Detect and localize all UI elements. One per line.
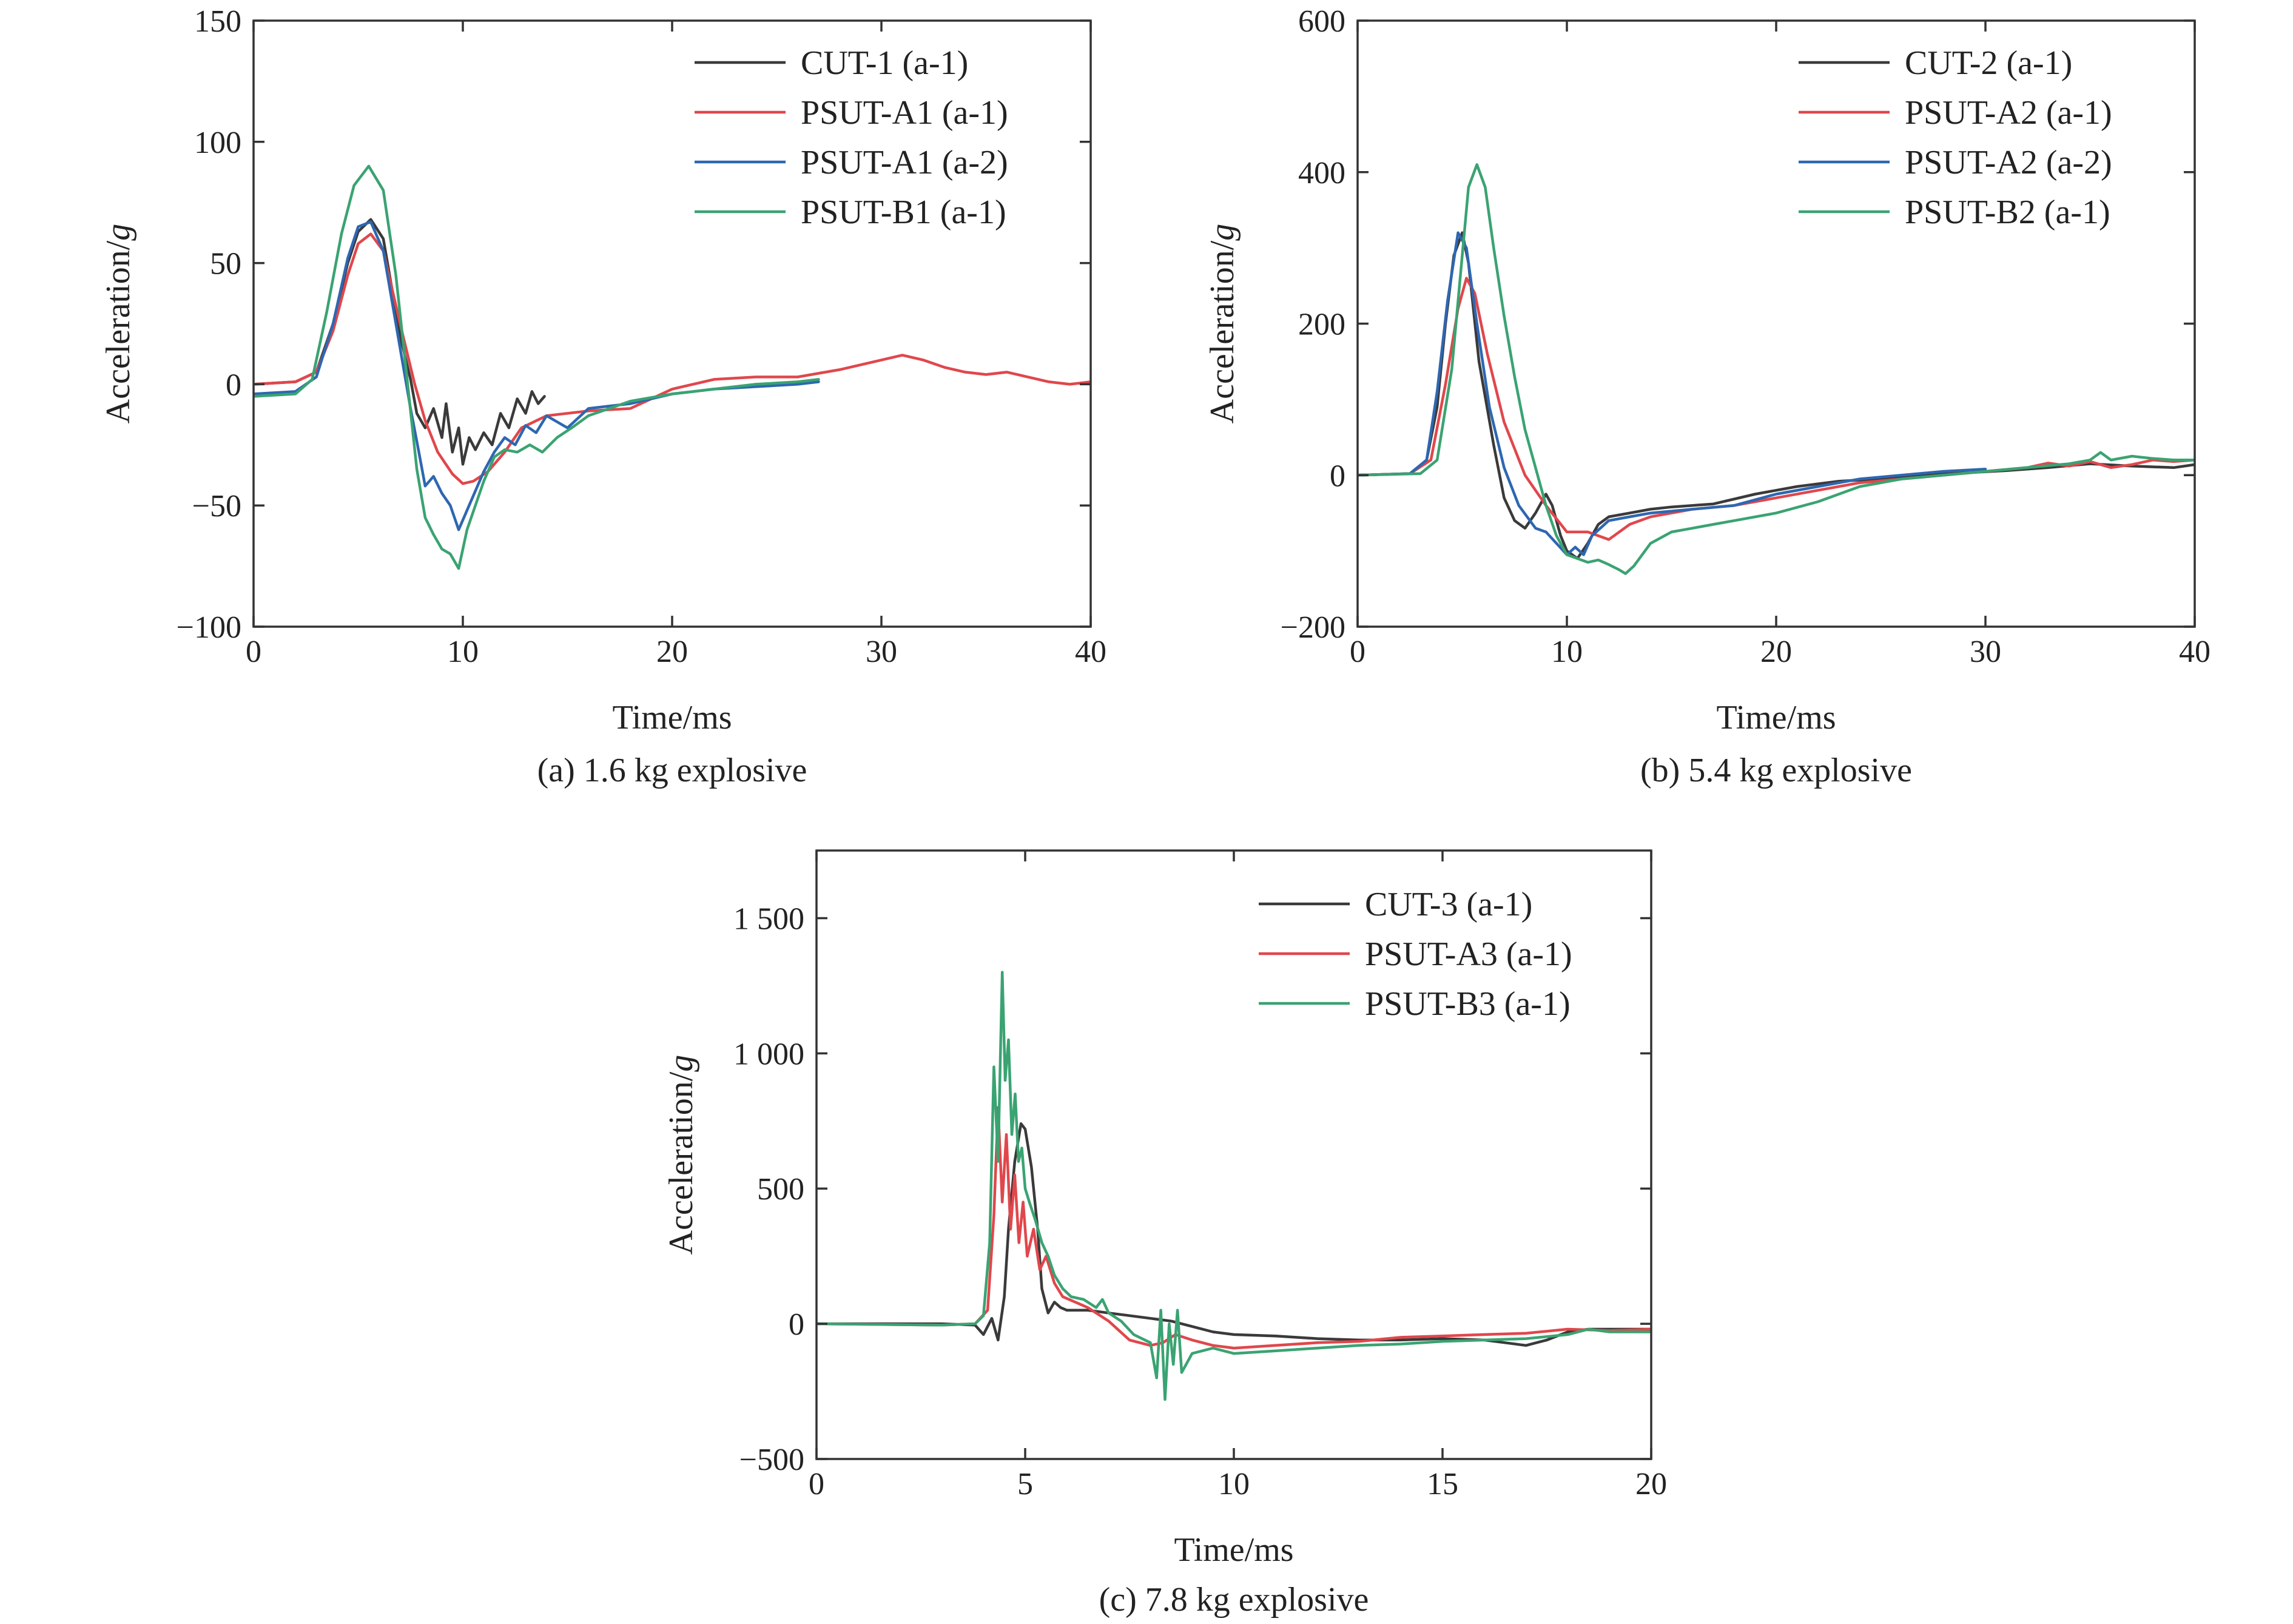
chart-a-series-line-2 bbox=[254, 232, 1091, 485]
chart-a-ylabel-main: Acceleration/ bbox=[99, 240, 137, 423]
chart-c-legend: CUT-3 (a-1) PSUT-A3 (a-1) PSUT-B3 (a-1) bbox=[1259, 886, 1572, 1023]
chart-c-xtick-label: 5 bbox=[1017, 1467, 1033, 1501]
chart-c-ylabel-unit: g bbox=[662, 1055, 700, 1072]
chart-b-xlabel: Time/ms bbox=[1716, 699, 1836, 736]
chart-b-legend-label-1: CUT-2 (a-1) bbox=[1905, 44, 2072, 82]
chart-b-series bbox=[1358, 163, 2195, 575]
chart-a-series bbox=[254, 164, 1091, 570]
chart-a: 0 10 20 30 40 −100 −50 0 50 100 150 Time/ms Accele… bbox=[99, 4, 1106, 789]
chart-c-ytick-label: 1 000 bbox=[733, 1037, 804, 1071]
chart-a-legend-label-3: PSUT-A1 (a-2) bbox=[801, 144, 1008, 181]
chart-b-ylabel: Acceleration/g bbox=[1204, 224, 1241, 424]
chart-c-ytick-label: 1 500 bbox=[733, 901, 804, 936]
chart-c-xtick-label: 0 bbox=[809, 1467, 824, 1501]
chart-b-series-line-1 bbox=[1358, 231, 2195, 560]
chart-c-legend-label-2: PSUT-A3 (a-1) bbox=[1365, 935, 1572, 973]
chart-c-ylabel-main: Acceleration/ bbox=[662, 1071, 700, 1255]
chart-c-series bbox=[817, 971, 1651, 1401]
chart-b-series-line-2 bbox=[1358, 277, 2195, 541]
chart-c-ytick-label: 0 bbox=[789, 1307, 804, 1342]
chart-b-ytick-label: 400 bbox=[1298, 156, 1345, 190]
chart-b-xtick-label: 0 bbox=[1350, 635, 1365, 669]
chart-b-ytick-label: 600 bbox=[1298, 4, 1345, 39]
chart-a-xtick-label: 10 bbox=[447, 635, 479, 669]
chart-c-xtick-label: 20 bbox=[1635, 1467, 1667, 1501]
chart-a-series-line-3 bbox=[254, 220, 820, 531]
chart-a-ytick-label: 50 bbox=[210, 247, 241, 281]
chart-c-legend-label-1: CUT-3 (a-1) bbox=[1365, 886, 1532, 923]
chart-a-legend: CUT-1 (a-1) PSUT-A1 (a-1) PSUT-A1 (a-2) PSU… bbox=[695, 44, 1008, 231]
chart-c-ytick-label: 500 bbox=[757, 1172, 804, 1207]
chart-b-caption: (b) 5.4 kg explosive bbox=[1640, 752, 1912, 789]
chart-a-legend-label-4: PSUT-B1 (a-1) bbox=[801, 194, 1006, 231]
chart-c-series-line-1 bbox=[817, 1122, 1651, 1347]
chart-b-legend: CUT-2 (a-1) PSUT-A2 (a-1) PSUT-A2 (a-2) PSU… bbox=[1799, 44, 2112, 231]
chart-a-ylabel-unit: g bbox=[99, 224, 137, 241]
chart-b-xtick-label: 30 bbox=[1970, 635, 2001, 669]
chart-a-caption: (a) 1.6 kg explosive bbox=[537, 752, 807, 789]
chart-a-series-line-1 bbox=[254, 218, 546, 466]
chart-b-legend-label-4: PSUT-B2 (a-1) bbox=[1905, 194, 2110, 231]
chart-a-ticks: 0 10 20 30 40 −100 −50 0 50 100 150 bbox=[177, 4, 1106, 669]
chart-b-xtick-label: 20 bbox=[1760, 635, 1792, 669]
chart-a-xtick-label: 20 bbox=[656, 635, 688, 669]
chart-a-xtick-label: 30 bbox=[866, 635, 897, 669]
chart-a-series-line-4 bbox=[254, 164, 820, 570]
chart-b-series-line-4 bbox=[1358, 163, 2195, 575]
chart-b-xtick-label: 40 bbox=[2179, 635, 2211, 669]
chart-b-ylabel-main: Acceleration/ bbox=[1204, 240, 1241, 423]
chart-a-legend-label-2: PSUT-A1 (a-1) bbox=[801, 94, 1008, 132]
chart-c-xlabel: Time/ms bbox=[1174, 1531, 1293, 1569]
chart-a-xtick-label: 40 bbox=[1075, 635, 1106, 669]
chart-c-xtick-label: 15 bbox=[1427, 1467, 1458, 1501]
chart-c-ylabel: Acceleration/g bbox=[662, 1055, 700, 1255]
chart-c-ytick-label: −500 bbox=[739, 1443, 804, 1477]
chart-b-ylabel-unit: g bbox=[1204, 224, 1241, 241]
chart-a-xlabel: Time/ms bbox=[612, 699, 732, 736]
chart-a-ytick-label: 0 bbox=[226, 368, 241, 402]
chart-a-ytick-label: −100 bbox=[177, 610, 241, 645]
chart-a-ylabel: Acceleration/g bbox=[99, 224, 137, 424]
chart-b-legend-label-2: PSUT-A2 (a-1) bbox=[1905, 94, 2112, 132]
chart-c-caption: (c) 7.8 kg explosive bbox=[1099, 1581, 1369, 1619]
chart-a-ytick-label: 100 bbox=[194, 126, 241, 160]
chart-c-series-line-2 bbox=[817, 1106, 1651, 1350]
chart-c-xtick-label: 10 bbox=[1218, 1467, 1250, 1501]
chart-b-xtick-label: 10 bbox=[1551, 635, 1583, 669]
chart-a-legend-label-1: CUT-1 (a-1) bbox=[801, 44, 968, 82]
chart-b-legend-label-3: PSUT-A2 (a-2) bbox=[1905, 144, 2112, 181]
chart-b-ytick-label: 200 bbox=[1298, 308, 1345, 342]
chart-a-xtick-label: 0 bbox=[246, 635, 261, 669]
chart-b-ytick-label: 0 bbox=[1330, 459, 1345, 493]
chart-b-series-line-3 bbox=[1358, 231, 1987, 556]
chart-a-ytick-label: −50 bbox=[192, 489, 241, 524]
chart-b-ytick-label: −200 bbox=[1281, 610, 1345, 645]
chart-a-ytick-label: 150 bbox=[194, 4, 241, 39]
chart-c-legend-label-3: PSUT-B3 (a-1) bbox=[1365, 985, 1571, 1023]
chart-c-series-line-3 bbox=[817, 971, 1651, 1401]
